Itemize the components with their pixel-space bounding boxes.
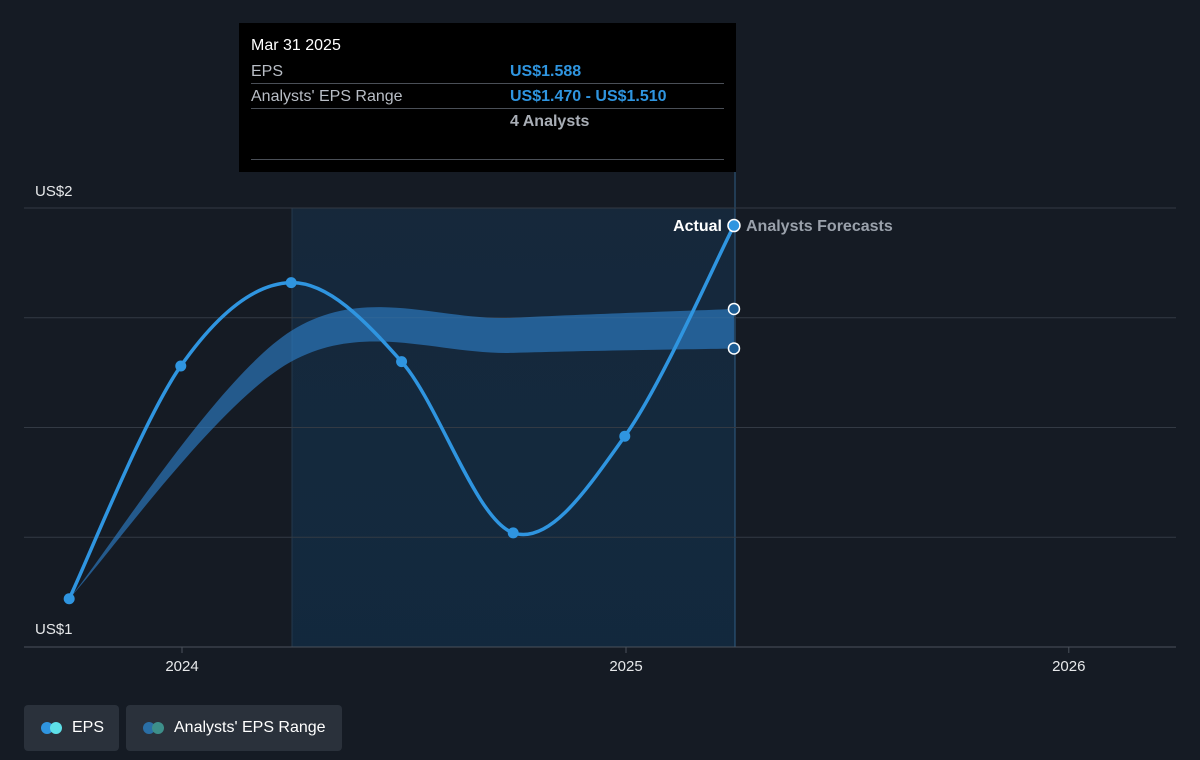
- tooltip-divider: [251, 83, 724, 84]
- range-end-points: [727, 302, 741, 355]
- range-point: [727, 342, 741, 355]
- legend-eps-swatch: [41, 722, 62, 734]
- actual-label: Actual: [673, 218, 722, 235]
- eps-range-band: [69, 307, 734, 599]
- tooltip-date: Mar 31 2025: [251, 37, 341, 54]
- x-tick-label: 2025: [609, 658, 642, 675]
- tooltip: Mar 31 2025 EPS US$1.588 Analysts' EPS R…: [239, 23, 736, 172]
- tooltip-eps-label: EPS: [251, 63, 284, 80]
- legend-range-swatch: [143, 722, 164, 734]
- x-tick-label: 2026: [1052, 658, 1085, 675]
- eps-point: [396, 356, 408, 368]
- eps-point: [175, 360, 187, 372]
- y-axis-max-label: US$2: [35, 183, 73, 200]
- x-tick-label: 2024: [165, 658, 198, 675]
- eps-point: [63, 593, 75, 605]
- legend-range-label: Analysts' EPS Range: [174, 719, 326, 736]
- tooltip-range-value: US$1.470 - US$1.510: [510, 88, 667, 105]
- eps-point: [619, 430, 631, 442]
- tooltip-divider: [251, 159, 724, 160]
- eps-points: [63, 218, 741, 605]
- tooltip-eps-value: US$1.588: [510, 63, 582, 80]
- x-axis-ticks: 2024 2025 2026: [165, 647, 1085, 675]
- eps-point: [285, 277, 297, 289]
- eps-point: [727, 218, 741, 233]
- tooltip-range-label: Analysts' EPS Range: [251, 88, 403, 105]
- legend-range-button[interactable]: Analysts' EPS Range: [126, 705, 342, 751]
- y-axis-min-label: US$1: [35, 621, 73, 638]
- legend-eps-label: EPS: [72, 719, 105, 736]
- range-point: [727, 302, 741, 316]
- legend-eps-button[interactable]: EPS: [24, 705, 119, 751]
- forecast-label: Analysts Forecasts: [746, 218, 893, 235]
- tooltip-divider: [251, 108, 724, 109]
- eps-point: [507, 527, 519, 539]
- tooltip-analyst-count: 4 Analysts: [510, 113, 590, 130]
